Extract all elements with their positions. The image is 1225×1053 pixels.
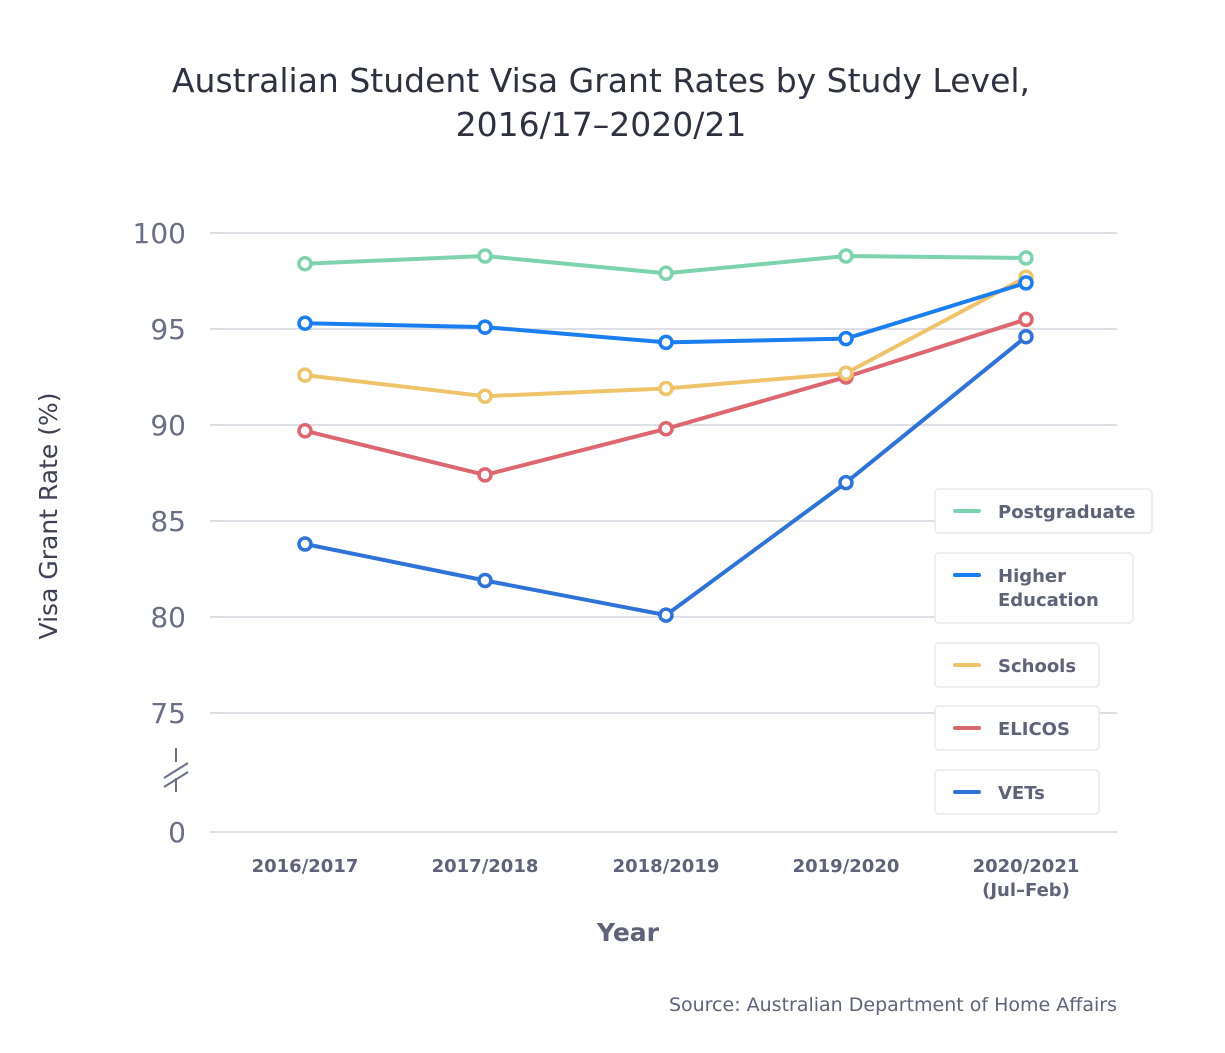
y-tick-label: 95 [150,313,186,346]
legend-item: ELICOS [934,705,1100,751]
series-group [297,248,1034,623]
x-tick-label-line: 2017/2018 [432,856,539,877]
data-point [477,467,493,483]
data-point [1018,250,1034,266]
legend-label-line: ELICOS [998,719,1070,740]
x-tick-label-line: 2020/2021 [973,856,1080,877]
data-point [297,536,313,552]
legend-label-line: Education [998,590,1099,611]
chart-title-line-2: 2016/17–2020/21 [456,105,747,144]
data-point [658,380,674,397]
data-point [1018,275,1034,291]
legend-box [934,769,1100,815]
axis-break-stroke [163,771,189,788]
x-tick-label: 2019/2020 [793,856,900,877]
y-tick-label: 80 [150,601,186,634]
legend-label: ELICOS [998,719,1070,740]
data-point [838,330,854,347]
legend-item: Postgraduate [934,488,1153,534]
legend-label-line: Schools [998,656,1076,677]
data-point [477,248,493,264]
legend-label: Higher Education [998,566,1099,611]
legend-box [934,705,1100,751]
legend-label: Postgraduate [998,502,1135,523]
y-tick-label: 100 [133,217,186,250]
data-point [297,315,313,331]
y-tick-label: 0 [168,816,186,849]
legend-box [934,488,1153,534]
legend-box [934,552,1134,624]
series-higher-education [297,275,1034,351]
series-postgraduate [297,248,1034,282]
legend-label-line: Higher [998,566,1066,587]
x-tick-label-line: 2016/2017 [252,856,359,877]
data-point [1018,311,1034,328]
axis-break-stroke [163,762,189,779]
x-tick-label: 2018/2019 [613,856,720,877]
data-point [297,255,313,272]
chart-title-line-1: Australian Student Visa Grant Rates by S… [172,61,1030,100]
x-tick-label-line: 2018/2019 [613,856,720,877]
series-line [303,334,1028,618]
data-point [658,334,674,351]
y-tick-label: 90 [150,409,186,442]
x-axis-ticks: 2016/2017 2017/2018 2018/2019 2019/2020 2020… [252,856,1080,901]
series-elicos [297,311,1034,483]
y-axis-ticks: 100 95 90 85 80 75 0 [133,217,186,849]
data-point [658,607,674,623]
legend-item: VETs [934,769,1100,815]
series-schools [297,269,1034,404]
x-tick-label-line: (Jul–Feb) [982,880,1070,901]
data-point [297,367,313,383]
data-point [477,572,493,589]
legend-label-line: VETs [998,783,1045,804]
axis-break-icon [163,748,189,792]
data-point [1018,328,1034,345]
data-point [658,421,674,437]
x-axis-label: Year [596,918,660,947]
source-note: Source: Australian Department of Home Af… [669,994,1117,1016]
legend: Postgraduate Higher Education Schools ELICOS… [934,488,1153,815]
series-vets [297,328,1034,623]
x-tick-label-line: 2019/2020 [793,856,900,877]
data-point [297,423,313,439]
y-axis-label: Visa Grant Rate (%) [34,393,63,640]
data-point [838,248,854,264]
data-point [838,474,854,491]
legend-item: Higher Education [934,552,1134,624]
legend-label-line: Postgraduate [998,502,1135,523]
y-tick-label: 85 [150,505,186,538]
data-point [477,319,493,335]
data-point [477,388,493,404]
data-point [838,365,854,381]
y-tick-label: 75 [150,697,186,730]
x-tick-label: 2016/2017 [252,856,359,877]
x-tick-label: 2017/2018 [432,856,539,877]
legend-label: VETs [998,783,1045,804]
x-tick-label: 2020/2021 (Jul–Feb) [973,856,1080,901]
legend-label: Schools [998,656,1076,677]
legend-box [934,642,1100,688]
legend-item: Schools [934,642,1100,688]
data-point [658,265,674,282]
